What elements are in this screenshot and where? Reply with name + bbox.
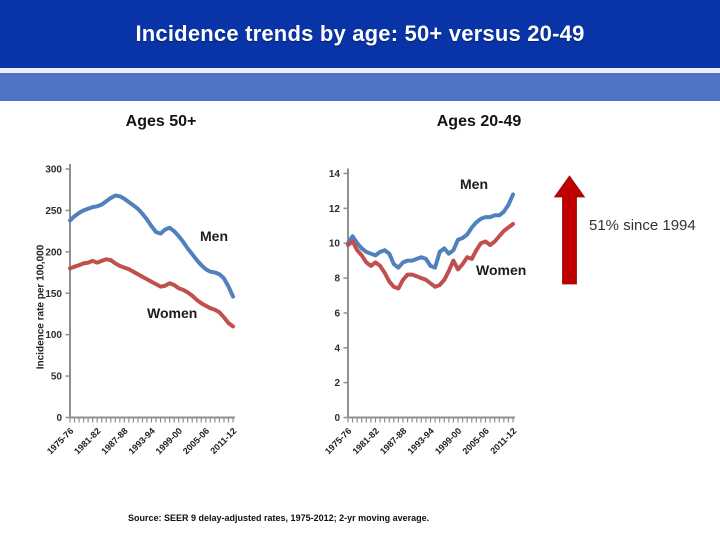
x-tick-label: 1999-00 (154, 426, 184, 456)
chart-title-ages-50plus: Ages 50+ (125, 113, 197, 130)
y-tick-label: 150 (45, 289, 62, 300)
women-series-label-50plus: Women (147, 305, 198, 321)
men-line-chart-1 (346, 192, 515, 270)
x-tick-label: 2005-06 (181, 426, 211, 456)
y-tick-label: 50 (51, 372, 63, 383)
chart-0: 0501001502002503001975-761981-821987-881… (45, 164, 238, 456)
women-line-chart-1 (346, 222, 515, 291)
women-series-label-20-49: Women (476, 262, 527, 278)
x-tick-label: 1993-94 (405, 426, 435, 456)
x-tick-label: 1981-82 (350, 426, 380, 456)
x-tick-label: 2011-12 (208, 426, 238, 456)
chart-title-ages-20-49: Ages 20-49 (436, 113, 522, 130)
x-tick-label: 1975-76 (45, 426, 75, 456)
y-tick-label: 0 (334, 413, 340, 424)
growth-arrow (553, 175, 586, 285)
source-note: Source: SEER 9 delay-adjusted rates, 197… (128, 513, 430, 523)
y-tick-label: 0 (56, 413, 62, 424)
x-tick-label: 1981-82 (72, 426, 102, 456)
x-tick-label: 1993-94 (126, 426, 156, 456)
x-tick-label: 1999-00 (433, 426, 463, 456)
up-arrow-icon (553, 175, 586, 285)
slide-title: Incidence trends by age: 50+ versus 20-4… (135, 21, 585, 46)
chart-1: 0 2 4 6 8 10 12 14 1975-761981-821987-881993-941… (323, 168, 518, 456)
men-series-label-50plus: Men (200, 228, 228, 244)
annotation-text: 51% since 1994 (589, 217, 696, 234)
y-tick-label: 300 (45, 165, 62, 176)
y-tick-label: 14 (329, 169, 341, 180)
y-tick-label: 10 (329, 239, 341, 250)
y-tick-label: 8 (334, 274, 340, 285)
y-tick-label: 6 (334, 308, 340, 319)
header-divider (0, 68, 720, 73)
y-tick-label: 100 (45, 330, 62, 341)
y-tick-label: 2 (334, 378, 340, 389)
y-tick-label: 4 (334, 343, 340, 354)
women-line-chart-0 (68, 257, 235, 329)
x-tick-label: 2005-06 (460, 426, 490, 456)
men-series-label-20-49: Men (460, 176, 488, 192)
accent-band (0, 73, 720, 101)
y-tick-label: 200 (45, 247, 62, 258)
x-tick-label: 1975-76 (323, 426, 353, 456)
x-tick-label: 2011-12 (488, 426, 518, 456)
x-tick-label: 1987-88 (99, 426, 129, 456)
slide-header: Incidence trends by age: 50+ versus 20-4… (0, 0, 720, 68)
men-line-chart-0 (68, 193, 235, 299)
y-tick-label: 12 (329, 204, 341, 215)
y-tick-label: 250 (45, 206, 62, 217)
x-tick-label: 1987-88 (378, 426, 408, 456)
